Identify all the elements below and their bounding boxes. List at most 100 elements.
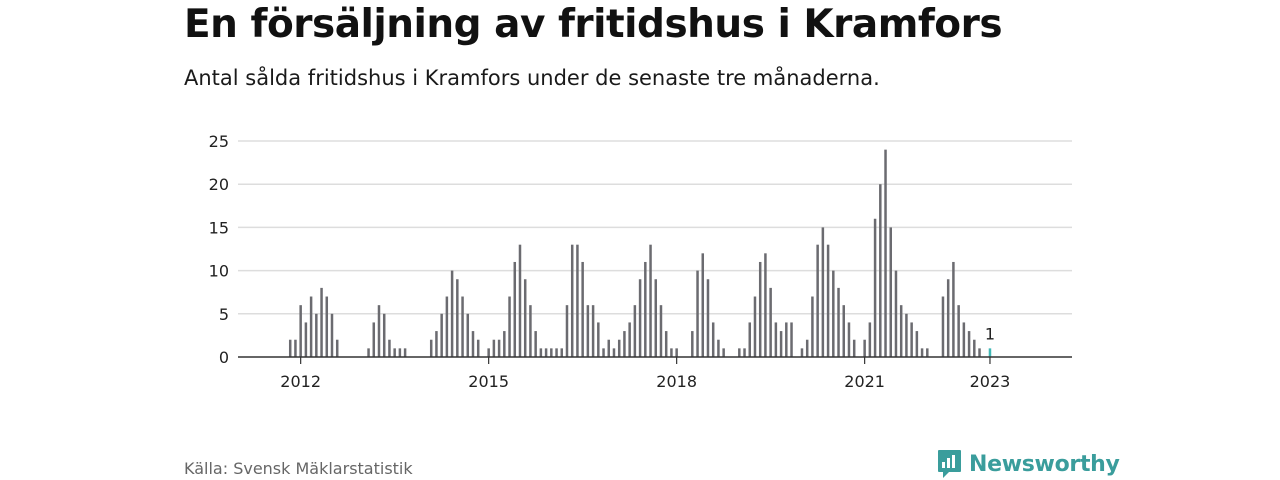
bar [779,331,783,357]
bar [879,184,882,357]
y-tick-label: 20 [209,175,229,194]
bar [628,322,631,357]
y-tick-label: 15 [209,218,229,237]
bar [513,261,517,357]
bar [367,348,370,357]
bar [711,322,715,357]
x-tick-label: 2018 [656,372,697,391]
bar [748,322,752,357]
bar [649,244,652,357]
bar [905,313,908,357]
bar [304,322,308,357]
bar [644,261,647,357]
bar [372,322,376,357]
bar [597,322,600,357]
bar [508,296,511,357]
bar [738,348,741,357]
bar [785,322,788,357]
source-note: Källa: Svensk Mäklarstatistik [184,459,413,478]
bar [868,322,872,357]
bar [670,348,673,357]
y-tick-label: 5 [219,305,229,324]
bar-chart: 0 5 10 15 20 25 2012 2015 2018 2021 2023 1 [209,132,1072,391]
bar [758,261,762,357]
bar [805,339,809,357]
bar [717,339,720,357]
bar [534,331,537,357]
bar [550,348,553,357]
bar [335,339,339,357]
bar [863,339,866,357]
bar [602,348,605,357]
bar [946,279,950,357]
bar [696,270,699,357]
bar [539,348,543,357]
bar [706,279,710,357]
bar [523,279,527,357]
x-axis-ticks: 2012 2015 2018 2021 2023 [280,357,1010,391]
x-tick-label: 2021 [844,372,885,391]
bar [393,348,396,357]
bar [926,348,929,357]
bar [570,244,574,357]
newsworthy-logo-icon [938,450,961,478]
bar [565,305,569,357]
bar [654,279,658,357]
bar [586,305,590,357]
bar [607,339,611,357]
bar [842,305,845,357]
bar [701,253,705,357]
bar [957,305,960,357]
bar [450,270,454,357]
y-tick-label: 10 [209,262,229,281]
bar [288,339,292,357]
bar [560,348,564,357]
bar [675,348,678,357]
x-tick-label: 2023 [970,372,1011,391]
bar [623,331,626,357]
bar [309,296,313,357]
bar [633,305,637,357]
bar [581,261,584,357]
bar [299,305,302,357]
bar [816,244,819,357]
bar [790,322,793,357]
bar [743,348,746,357]
brand-name: Newsworthy [969,451,1120,477]
bar [638,279,642,357]
bar [894,270,898,357]
bar [962,322,966,357]
bar [476,339,480,357]
bar [769,287,772,357]
bar [503,331,506,357]
x-tick-label: 2012 [280,372,321,391]
bar [884,149,887,357]
bar [471,331,475,357]
bar [915,331,919,357]
bar [753,296,757,357]
bar [591,305,595,357]
bar [320,287,323,357]
y-tick-label: 25 [209,132,229,151]
bar [800,348,804,357]
y-axis-ticks: 0 5 10 15 20 25 [209,132,229,367]
data-labels: 1 [985,324,995,343]
latest-value-label: 1 [985,324,995,343]
bar [497,339,501,357]
bar [664,331,668,357]
chart-title: En försäljning av fritidshus i Kramfors [184,2,1003,47]
bar [764,253,767,357]
bar [555,348,558,357]
bar [889,227,892,357]
bar [852,339,856,357]
bar [529,305,532,357]
bar [988,348,992,357]
bar [910,322,913,357]
bar [691,331,694,357]
bar [873,218,877,357]
bar [487,348,490,357]
bar [847,322,851,357]
x-tick-label: 2015 [468,372,509,391]
bar [978,348,981,357]
bar [445,296,449,357]
